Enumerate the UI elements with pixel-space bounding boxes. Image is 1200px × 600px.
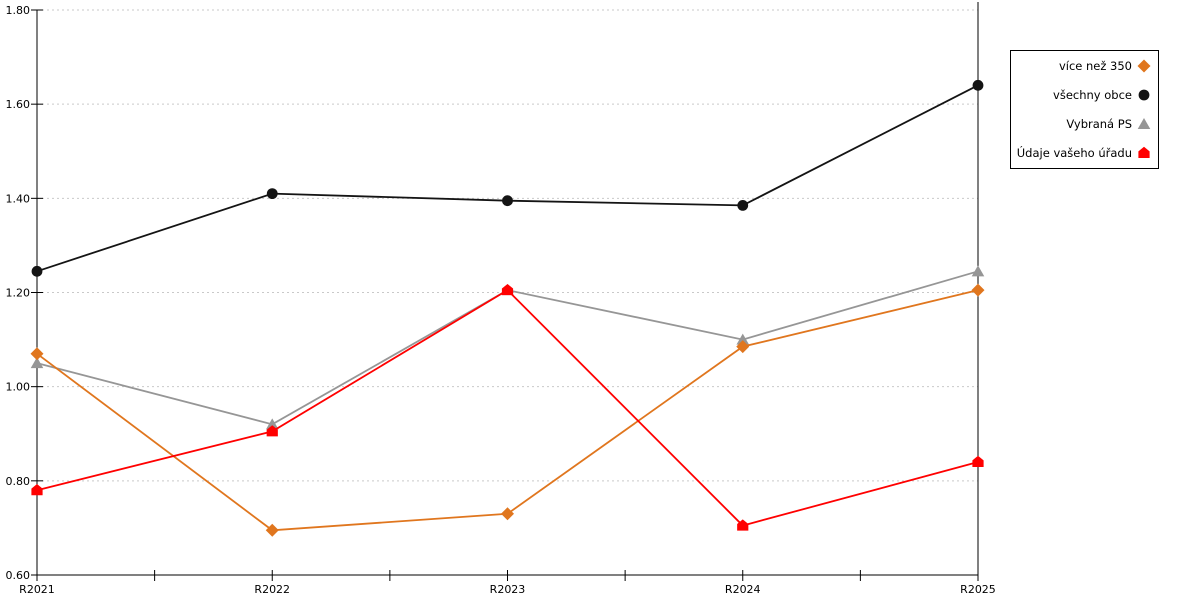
series-line xyxy=(36,289,979,527)
diamond-marker-icon xyxy=(736,340,750,354)
y-axis-label: 1.00 xyxy=(6,381,31,394)
diamond-marker-icon xyxy=(265,523,279,537)
x-axis-label: R2023 xyxy=(490,583,526,596)
y-axis-label: 1.80 xyxy=(6,4,31,17)
legend-item: všechny obce xyxy=(1011,81,1158,110)
diamond-marker-icon xyxy=(501,507,514,521)
diamond-marker-icon xyxy=(971,283,985,297)
circle-marker-icon xyxy=(1138,89,1150,101)
circle-marker-icon xyxy=(31,265,43,277)
triangle-marker-icon xyxy=(265,418,279,430)
circle-marker-icon xyxy=(737,199,749,211)
y-axis-label: 1.40 xyxy=(6,192,31,205)
x-axis-label: R2021 xyxy=(19,583,55,596)
legend-label: Vybraná PS xyxy=(1066,117,1132,131)
diamond-marker-icon xyxy=(30,347,44,361)
legend-item: Vybraná PS xyxy=(1011,110,1158,139)
pentagon-marker-icon xyxy=(737,519,749,531)
y-axis-label: 0.60 xyxy=(6,569,31,582)
triangle-marker-icon xyxy=(736,333,750,345)
legend-label: Údaje vašeho úřadu xyxy=(1016,146,1132,160)
x-axis-label: R2025 xyxy=(960,583,996,596)
y-axis-label: 0.80 xyxy=(6,475,31,488)
legend-item: více než 350 xyxy=(1011,52,1158,81)
circle-marker-icon xyxy=(1138,89,1150,101)
circle-marker-icon xyxy=(266,188,278,200)
pentagon-marker-icon xyxy=(266,425,278,437)
series-line xyxy=(36,84,979,273)
pentagon-marker-icon xyxy=(1138,146,1150,158)
legend-label: všechny obce xyxy=(1053,88,1132,102)
triangle-marker-icon xyxy=(1137,118,1151,129)
pentagon-marker-icon xyxy=(501,283,514,296)
triangle-marker-icon xyxy=(971,265,985,277)
series-line xyxy=(36,289,979,532)
x-axis-label: R2022 xyxy=(254,583,290,596)
pentagon-marker-icon xyxy=(31,484,43,496)
circle-marker-icon xyxy=(972,79,984,91)
triangle-marker-icon xyxy=(30,357,44,369)
y-axis-label: 1.20 xyxy=(6,287,31,300)
pentagon-marker-icon xyxy=(1138,146,1150,158)
y-axis-label: 1.60 xyxy=(6,98,31,111)
x-axis-label: R2024 xyxy=(725,583,761,596)
diamond-marker-icon xyxy=(1137,59,1151,73)
legend-item: Údaje vašeho úřadu xyxy=(1011,139,1158,168)
triangle-marker-icon xyxy=(1137,118,1151,129)
diamond-marker-icon xyxy=(1137,59,1151,73)
chart-legend: více než 350 všechny obce Vybraná PS Úda… xyxy=(1010,50,1159,169)
legend-label: více než 350 xyxy=(1058,59,1132,73)
circle-marker-icon xyxy=(502,195,513,207)
pentagon-marker-icon xyxy=(972,455,984,467)
